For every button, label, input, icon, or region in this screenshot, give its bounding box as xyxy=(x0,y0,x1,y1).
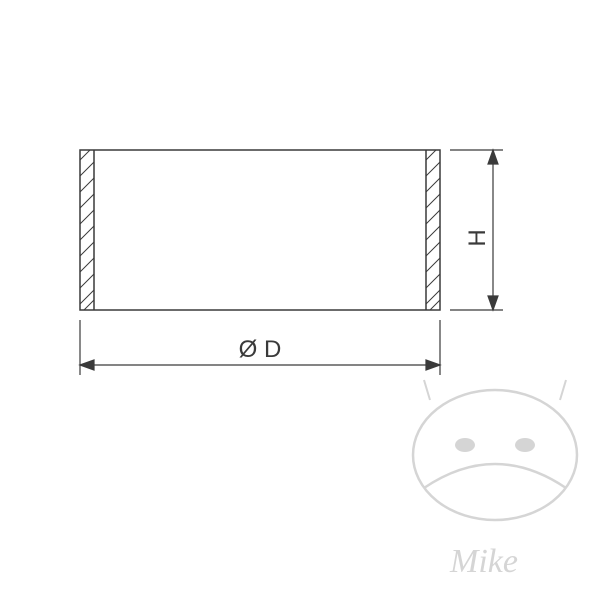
watermark-logo xyxy=(413,380,577,520)
dimension-d-label: Ø D xyxy=(239,336,282,363)
hatch-left-wall xyxy=(80,150,94,310)
hatch-right-wall xyxy=(426,150,440,310)
dimension-h-label: H xyxy=(464,229,491,246)
diagram-canvas: Ø D H Mike xyxy=(0,0,600,600)
technical-drawing-svg: Ø D H xyxy=(0,0,600,600)
cylinder-section xyxy=(80,150,440,310)
watermark-text: Mike xyxy=(450,543,518,581)
